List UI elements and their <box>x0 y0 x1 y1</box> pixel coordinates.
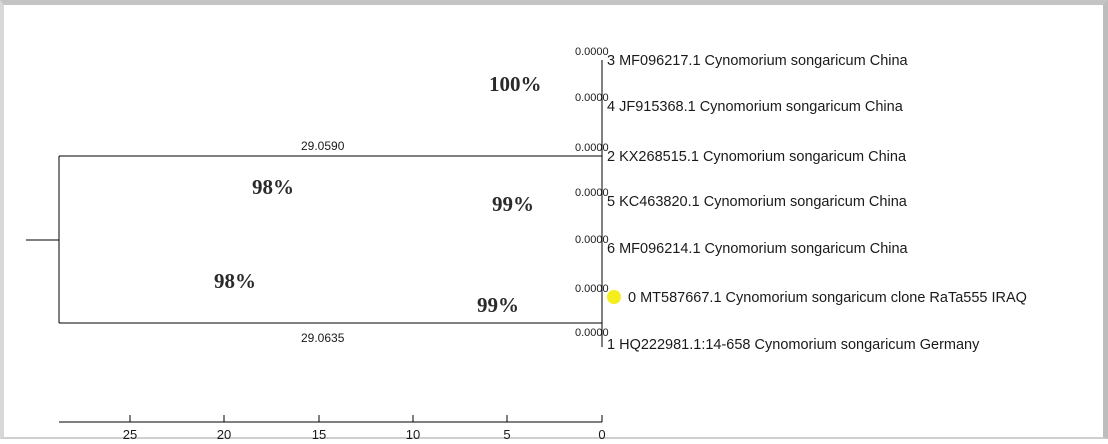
leaf-2[interactable]: 0.0000 2 KX268515.1 Cynomorium songaricu… <box>575 142 907 165</box>
leaf-label: 6 MF096214.1 Cynomorium songaricum China <box>607 241 909 257</box>
bootstrap-value-upper-root: 98% <box>252 175 294 199</box>
scale-tick-label: 20 <box>217 427 231 442</box>
selected-leaf-marker-icon <box>607 290 621 304</box>
leaf-5[interactable]: 0.0000 5 KC463820.1 Cynomorium songaricu… <box>575 187 908 210</box>
leaf-label: 2 KX268515.1 Cynomorium songaricum China <box>607 149 907 165</box>
bootstrap-value-upper-clade: 99% <box>492 192 534 216</box>
leaf-label: 4 JF915368.1 Cynomorium songaricum China <box>607 99 904 115</box>
bootstrap-value-lower-clade: 99% <box>477 293 519 317</box>
scale-tick-label: 0 <box>598 427 605 442</box>
phylogenetic-tree: 29.0590 29.0635 100% 98% 99% 98% 99% 0.0… <box>26 46 1027 442</box>
lower-branch-length: 29.0635 <box>301 331 345 345</box>
scale-tick-label: 5 <box>503 427 510 442</box>
leaf-4[interactable]: 0.0000 4 JF915368.1 Cynomorium songaricu… <box>575 92 904 115</box>
leaf-0-selected[interactable]: 0.0000 0 MT587667.1 Cynomorium songaricu… <box>575 283 1027 306</box>
leaf-branch-value: 0.0000 <box>575 142 609 154</box>
bootstrap-value-lower-root: 98% <box>214 269 256 293</box>
leaf-branch-value: 0.0000 <box>575 187 609 199</box>
scale-tick-label: 15 <box>312 427 326 442</box>
leaf-branch-value: 0.0000 <box>575 234 609 246</box>
leaf-branch-value: 0.0000 <box>575 46 609 58</box>
scale-axis: 25 20 15 10 5 0 <box>59 415 606 442</box>
leaf-branch-value: 0.0000 <box>575 283 609 295</box>
leaf-3[interactable]: 0.0000 3 MF096217.1 Cynomorium songaricu… <box>575 46 909 69</box>
leaf-1[interactable]: 0.0000 1 HQ222981.1:14-658 Cynomorium so… <box>575 327 980 353</box>
upper-branch-length: 29.0590 <box>301 139 345 153</box>
scale-tick-label: 25 <box>123 427 137 442</box>
leaf-label: 1 HQ222981.1:14-658 Cynomorium songaricu… <box>607 337 980 353</box>
bootstrap-value-100: 100% <box>489 72 542 96</box>
leaf-label: 3 MF096217.1 Cynomorium songaricum China <box>607 53 909 69</box>
leaf-branch-value: 0.0000 <box>575 92 609 104</box>
scale-tick-label: 10 <box>406 427 420 442</box>
leaf-label: 0 MT587667.1 Cynomorium songaricum clone… <box>628 290 1027 306</box>
leaf-label: 5 KC463820.1 Cynomorium songaricum China <box>607 194 908 210</box>
leaf-branch-value: 0.0000 <box>575 327 609 339</box>
leaf-6[interactable]: 0.0000 6 MF096214.1 Cynomorium songaricu… <box>575 234 909 257</box>
